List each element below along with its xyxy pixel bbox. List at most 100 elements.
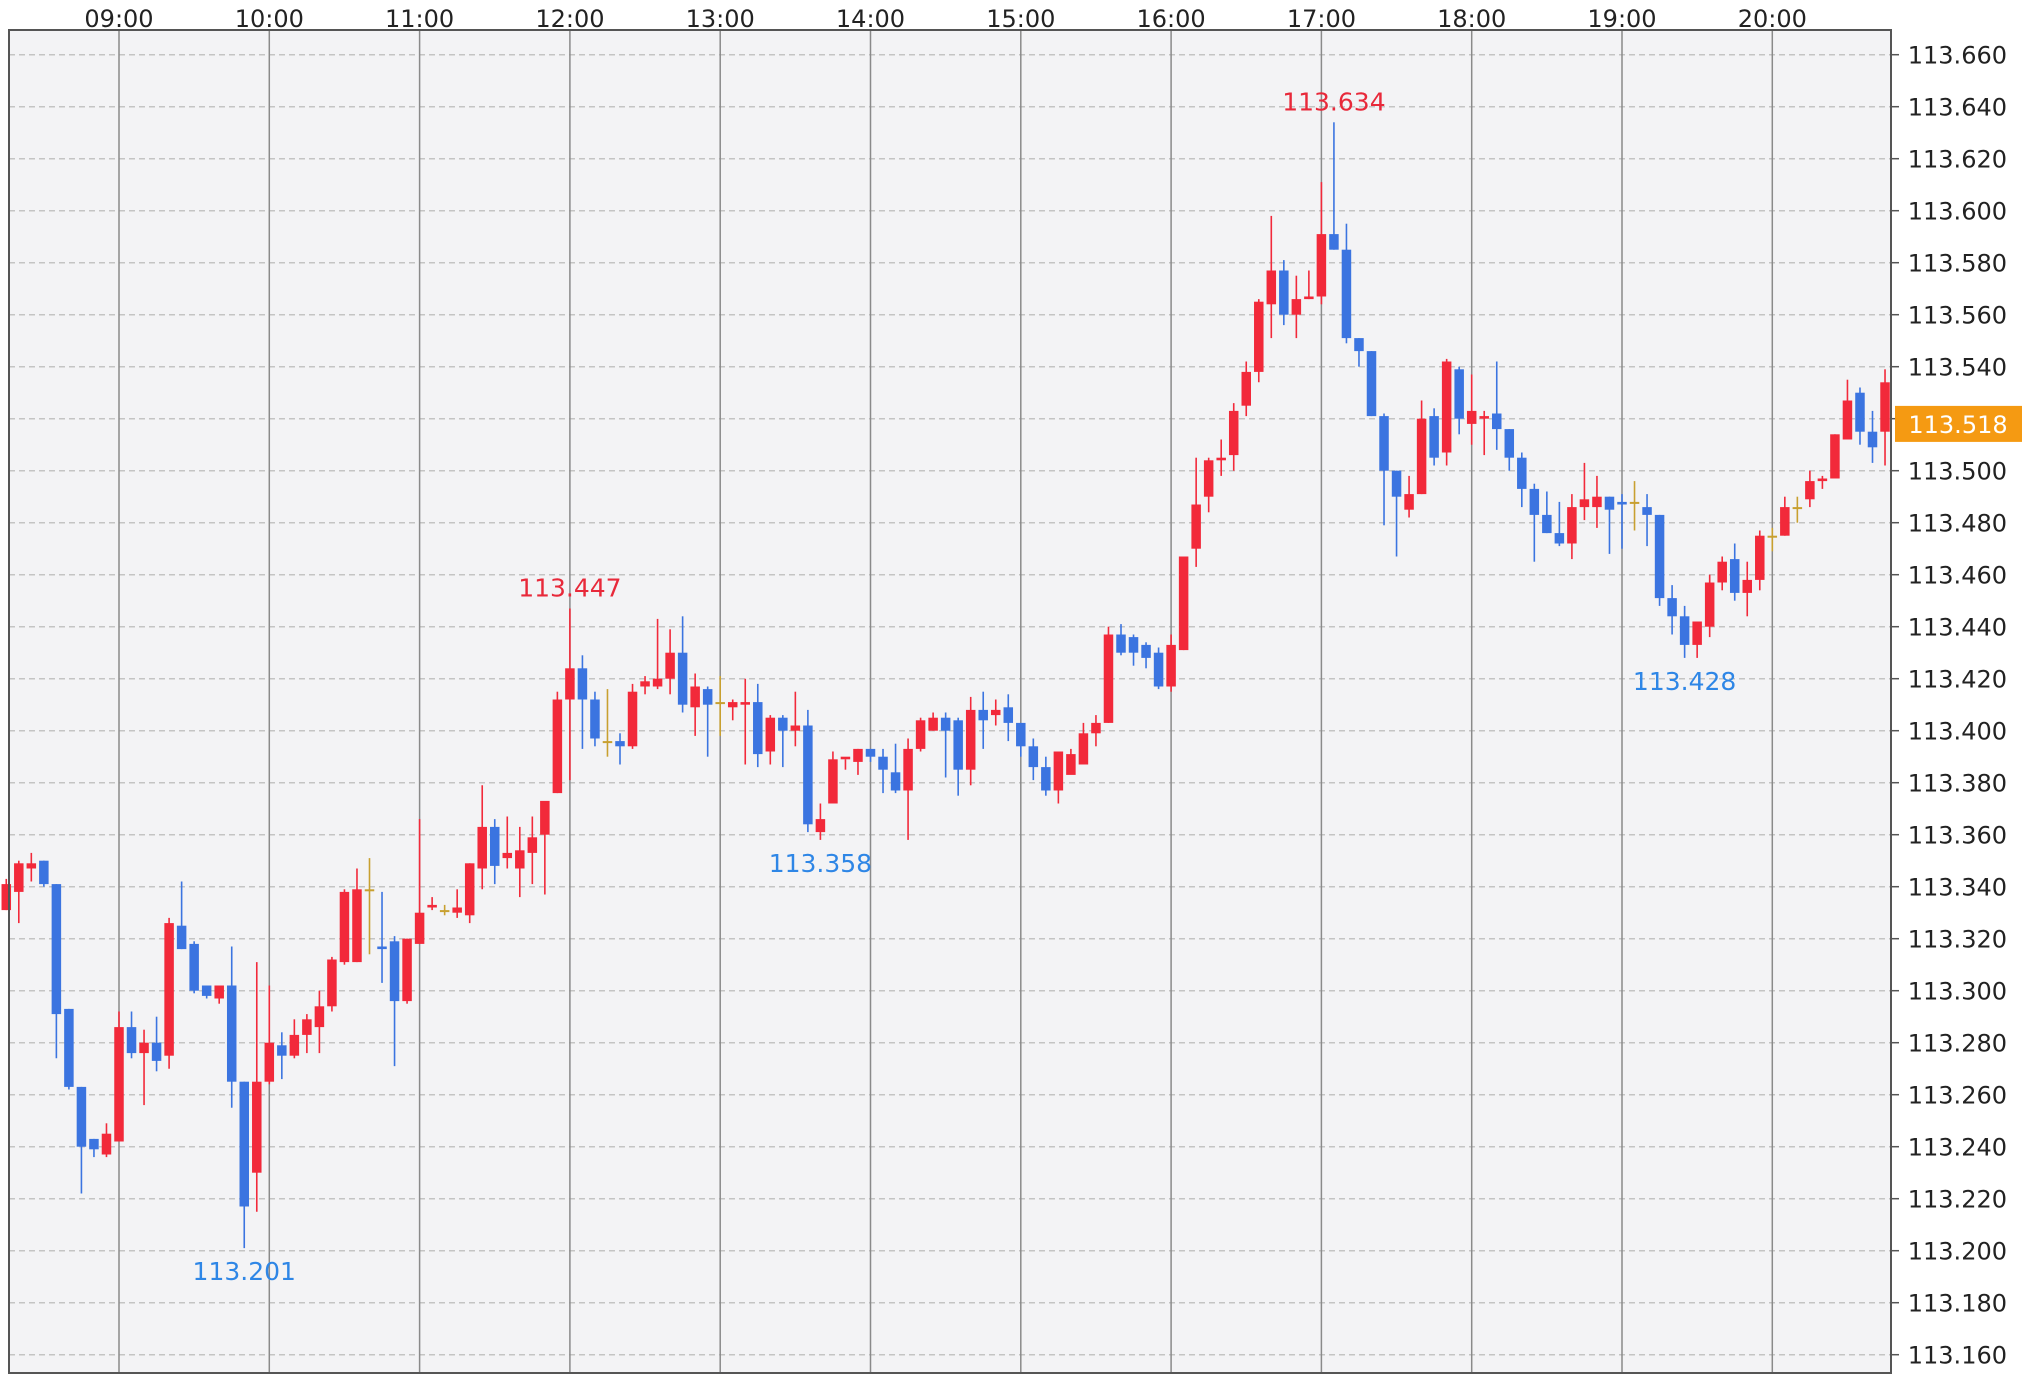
candle xyxy=(189,941,199,994)
last-price-tag: 113.518 xyxy=(1895,405,2022,442)
candle xyxy=(39,860,49,887)
candle-body xyxy=(39,860,49,885)
candle-body xyxy=(1003,707,1014,723)
candle-body xyxy=(477,826,487,869)
y-tick-label: 113.340 xyxy=(1908,874,2007,902)
candle xyxy=(565,608,575,781)
candle-body xyxy=(1767,535,1778,538)
candle-body xyxy=(1529,488,1540,515)
candle xyxy=(201,985,212,999)
candle-body xyxy=(1567,507,1577,544)
candle xyxy=(1241,361,1251,417)
candle xyxy=(364,858,375,955)
candle-body xyxy=(1466,410,1477,424)
candle-body xyxy=(1441,361,1452,453)
y-tick-label: 113.620 xyxy=(1908,146,2007,174)
candle xyxy=(753,683,763,768)
candle xyxy=(665,629,675,695)
x-tick-label: 16:00 xyxy=(1137,5,1206,33)
candle xyxy=(314,990,325,1054)
candle xyxy=(151,1016,162,1072)
candle xyxy=(1304,270,1314,300)
candle-body xyxy=(502,852,513,859)
candle-body xyxy=(189,943,199,991)
candle-body xyxy=(89,1138,99,1150)
time-axis: 09:00 10:00 11:00 12:00 13:00 14:00 15:00 16:00… xyxy=(84,5,1806,33)
candle-body xyxy=(590,699,600,739)
candle-body xyxy=(665,652,675,679)
y-tick-label: 113.560 xyxy=(1908,302,2007,330)
candle-body xyxy=(978,709,988,721)
y-tick-label: 113.160 xyxy=(1908,1342,2007,1370)
y-tick-label: 113.540 xyxy=(1908,354,2007,382)
candle xyxy=(264,985,275,1085)
candle-body xyxy=(151,1042,162,1061)
candle-body xyxy=(1792,507,1803,510)
y-tick-label: 113.220 xyxy=(1908,1186,2007,1214)
candle-body xyxy=(1053,751,1064,791)
candle-body xyxy=(389,941,400,1002)
candle xyxy=(402,938,412,1004)
candle xyxy=(1228,403,1239,471)
candle xyxy=(1742,561,1752,617)
candle xyxy=(277,1032,287,1080)
candle-body xyxy=(402,938,412,1002)
candle-body xyxy=(702,689,713,705)
candle-body xyxy=(1041,767,1051,791)
candle-body xyxy=(439,910,450,913)
candle xyxy=(1817,475,1828,489)
candle-body xyxy=(1091,722,1101,734)
candle xyxy=(602,689,613,757)
candle xyxy=(991,699,1001,726)
candle xyxy=(289,1019,300,1059)
candle xyxy=(414,819,425,944)
candle-body xyxy=(64,1008,74,1087)
candle xyxy=(1266,215,1277,339)
high-annotation: 113.447 xyxy=(518,574,621,603)
y-tick-label: 113.360 xyxy=(1908,822,2007,850)
candle-body xyxy=(1316,234,1327,297)
candle xyxy=(828,751,838,804)
x-tick-label: 18:00 xyxy=(1437,5,1506,33)
candle-body xyxy=(540,800,550,835)
candle-body xyxy=(840,756,851,760)
candle xyxy=(1091,715,1101,747)
candle-body xyxy=(602,741,613,744)
candle xyxy=(965,696,976,786)
candle-body xyxy=(928,717,938,731)
candle-body xyxy=(464,863,475,916)
candle-body xyxy=(965,709,976,770)
candle-body xyxy=(652,678,663,687)
y-tick-label: 113.480 xyxy=(1908,510,2007,538)
candle-body xyxy=(1579,499,1590,508)
candle-body xyxy=(1592,496,1602,508)
candle-body xyxy=(76,1086,87,1147)
x-tick-label: 17:00 xyxy=(1287,5,1356,33)
candle xyxy=(464,863,475,924)
candle xyxy=(1592,475,1602,528)
candle-body xyxy=(765,717,776,752)
candle-body xyxy=(1830,434,1840,479)
candle-body xyxy=(1554,533,1565,544)
candle xyxy=(1366,351,1377,417)
candle xyxy=(815,803,826,840)
candle-body xyxy=(1429,416,1439,458)
x-tick-label: 11:00 xyxy=(385,5,454,33)
candle-body xyxy=(377,946,387,950)
candle xyxy=(139,1029,149,1106)
candle xyxy=(878,748,888,794)
candle-body xyxy=(26,863,37,869)
price-axis: 113.660 113.640 113.620 113.600 113.580 113.5… xyxy=(1891,42,2007,1370)
candle xyxy=(1755,530,1765,591)
plot-frame xyxy=(8,29,1892,1374)
x-tick-label: 19:00 xyxy=(1587,5,1656,33)
candle xyxy=(1003,694,1014,742)
candle xyxy=(1767,527,1778,552)
candle xyxy=(1529,483,1540,562)
candle xyxy=(865,748,876,762)
candle-body xyxy=(1692,621,1702,645)
y-tick-label: 113.180 xyxy=(1908,1290,2007,1318)
candle-body xyxy=(1842,400,1853,440)
candle xyxy=(1579,462,1590,521)
